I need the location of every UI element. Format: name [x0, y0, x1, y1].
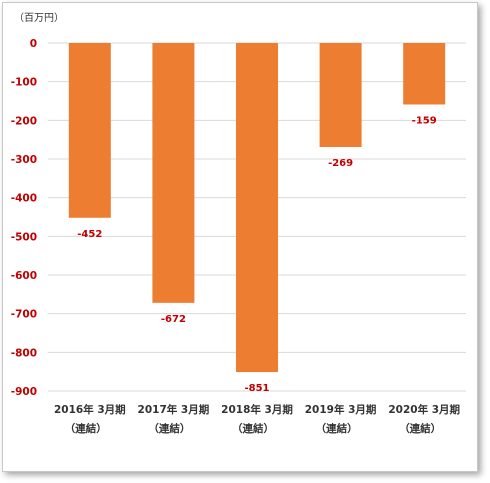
- y-tick-label: -900: [11, 386, 37, 398]
- x-tick-label: 2020年 3月期: [388, 403, 460, 416]
- bar: [236, 43, 278, 373]
- x-tick-label: （連結）: [316, 422, 358, 435]
- y-tick-label: -700: [11, 309, 37, 321]
- x-tick-label: 2016年 3月期: [54, 403, 126, 416]
- x-tick-label: （連結）: [232, 422, 274, 435]
- unit-label: （百万円）: [14, 12, 64, 24]
- data-label: -672: [161, 314, 186, 325]
- y-tick-label: -300: [11, 154, 37, 166]
- y-tick-label: -500: [11, 231, 37, 243]
- x-tick-label: 2019年 3月期: [305, 403, 377, 416]
- x-axis-ticks: 2016年 3月期 （連結） 2017年 3月期 （連結） 2018年 3月期 （連結） 2…: [54, 403, 460, 435]
- bar: [403, 43, 446, 105]
- data-label: -452: [77, 229, 102, 240]
- x-tick-label: （連結）: [399, 422, 441, 435]
- x-tick-label: 2018年 3月期: [221, 403, 293, 416]
- y-axis-ticks: 0 -100 -200 -300 -400 -500 -600 -700 -800 -900: [11, 38, 37, 398]
- data-label: -269: [328, 158, 353, 169]
- x-tick-label: （連結）: [148, 422, 190, 435]
- y-tick-label: -600: [11, 270, 37, 282]
- x-tick-label: 2017年 3月期: [138, 403, 210, 416]
- bar: [319, 43, 362, 148]
- data-label: -159: [412, 115, 437, 126]
- y-tick-label: 0: [30, 38, 37, 50]
- data-label: -851: [244, 383, 269, 394]
- y-tick-label: -400: [11, 193, 37, 205]
- y-tick-label: -100: [11, 77, 37, 89]
- bar: [68, 43, 111, 218]
- y-tick-label: -800: [11, 347, 37, 359]
- bars: [68, 43, 446, 373]
- y-tick-label: -200: [11, 115, 37, 127]
- data-labels: -452 -672 -851 -269 -159: [77, 115, 436, 394]
- bar: [152, 43, 195, 303]
- x-tick-label: （連結）: [65, 422, 107, 435]
